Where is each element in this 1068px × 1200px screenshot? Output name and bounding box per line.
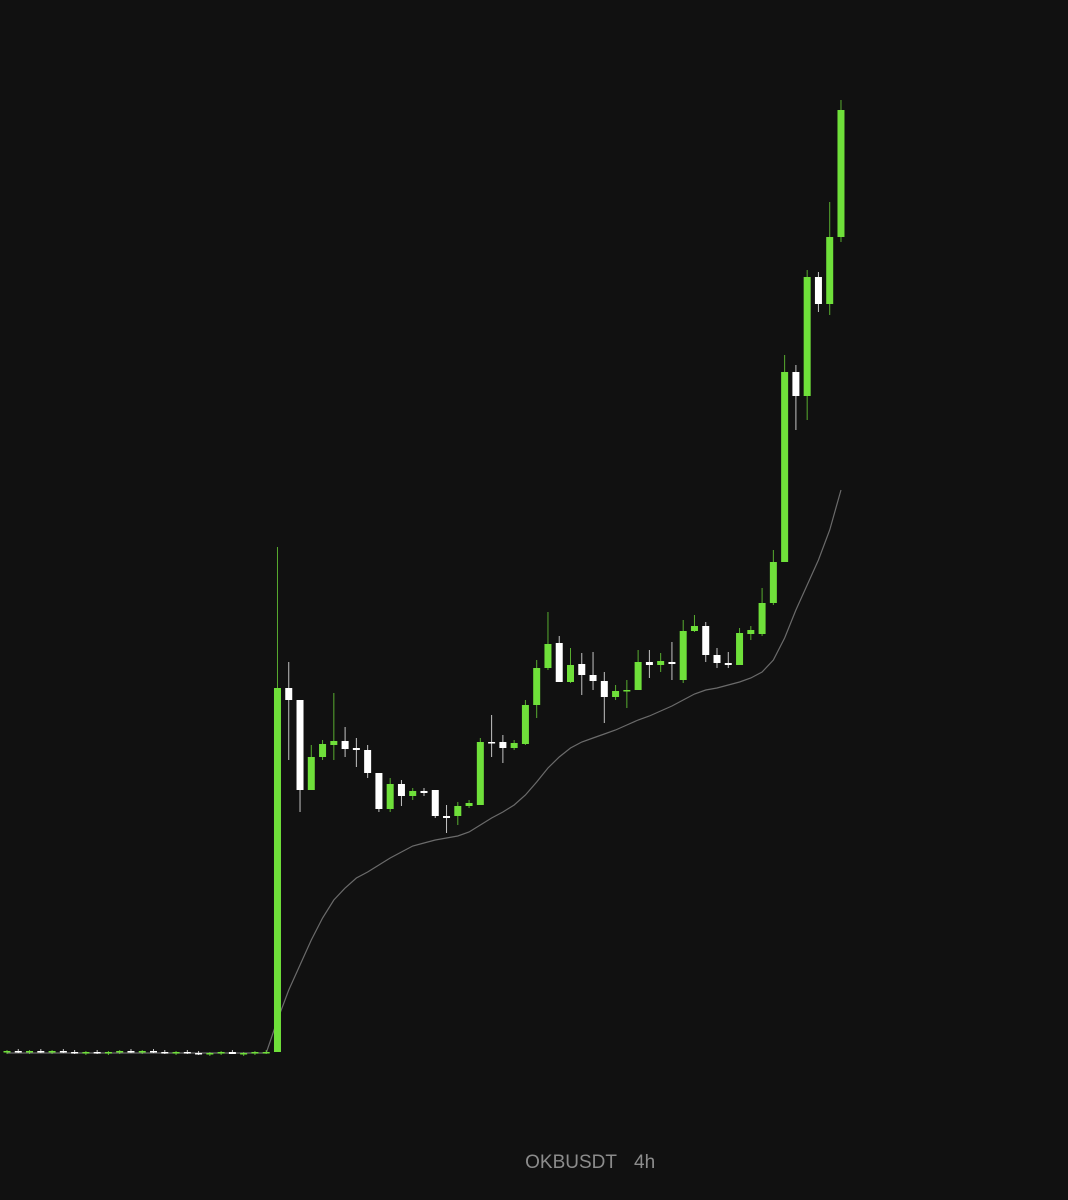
- candle-body: [431, 790, 439, 816]
- candle-body: [792, 372, 800, 396]
- candle-body: [116, 1051, 124, 1053]
- candle-body: [814, 277, 822, 304]
- candle-body: [37, 1051, 45, 1053]
- candle-body: [48, 1051, 56, 1053]
- candle-body: [217, 1052, 225, 1054]
- candle-body: [443, 816, 451, 818]
- candle-body: [713, 655, 721, 663]
- candle-body: [736, 633, 744, 665]
- candle-body: [578, 664, 586, 675]
- candle-body: [195, 1053, 203, 1055]
- candle-body: [634, 662, 642, 690]
- candle-body: [150, 1051, 158, 1053]
- candle-body: [769, 562, 777, 603]
- candle-body: [59, 1051, 67, 1053]
- candle-body: [657, 661, 665, 665]
- candle-body: [724, 663, 732, 665]
- candle-body: [364, 750, 372, 773]
- candle-body: [803, 277, 811, 396]
- candle-body: [488, 742, 496, 744]
- candle-body: [161, 1052, 169, 1054]
- candle-body: [386, 784, 394, 809]
- candle-body: [499, 742, 507, 748]
- candle-body: [567, 665, 574, 682]
- candle-body: [521, 705, 529, 744]
- candle-body: [127, 1051, 135, 1053]
- candle-body: [307, 757, 315, 790]
- symbol-label: OKBUSDT: [525, 1152, 617, 1173]
- candle-body: [397, 784, 405, 796]
- candle-body: [14, 1051, 22, 1053]
- candle-body: [285, 688, 293, 700]
- candle-body: [555, 643, 563, 682]
- candle-body: [533, 668, 541, 705]
- interval-label: 4h: [634, 1152, 655, 1173]
- candle-body: [172, 1052, 180, 1054]
- candle-body: [758, 603, 766, 634]
- candle-body: [702, 626, 710, 655]
- candle-body: [375, 773, 383, 809]
- candle-body: [420, 791, 428, 793]
- candle-body: [262, 1052, 270, 1054]
- candle-body: [645, 662, 653, 665]
- candle-body: [352, 748, 360, 750]
- candle-body: [747, 630, 755, 634]
- candle-body: [251, 1052, 259, 1054]
- candle-body: [3, 1051, 11, 1053]
- candle-body: [612, 691, 620, 697]
- candle-body: [409, 791, 417, 796]
- candle-body: [273, 688, 281, 1052]
- candle-body: [465, 803, 473, 806]
- candle-body: [26, 1051, 34, 1053]
- candle-body: [476, 742, 484, 805]
- candle-body: [206, 1053, 214, 1055]
- candle-body: [341, 741, 349, 749]
- candle-body: [183, 1052, 191, 1054]
- candle-body: [240, 1053, 248, 1055]
- candle-body: [826, 237, 834, 304]
- candle-body: [510, 743, 518, 748]
- candle-body: [104, 1052, 112, 1054]
- moving-average-line: [7, 489, 842, 1054]
- candle-body: [82, 1052, 90, 1054]
- candle-body: [589, 675, 597, 681]
- candle-body: [319, 744, 327, 757]
- candle-body: [679, 631, 687, 680]
- candle-body: [781, 372, 789, 562]
- candle-body: [228, 1052, 236, 1054]
- candle-body: [690, 626, 698, 631]
- candle-body: [454, 806, 462, 816]
- candle-body: [93, 1052, 101, 1054]
- candle-body: [837, 110, 845, 237]
- candle-body: [623, 690, 631, 692]
- candle-body: [71, 1052, 79, 1054]
- candle-body: [296, 700, 304, 790]
- candle-body: [330, 741, 338, 745]
- candle-body: [544, 644, 552, 668]
- candle-body: [668, 662, 676, 664]
- candle-body: [600, 681, 608, 697]
- candle-body: [138, 1051, 146, 1053]
